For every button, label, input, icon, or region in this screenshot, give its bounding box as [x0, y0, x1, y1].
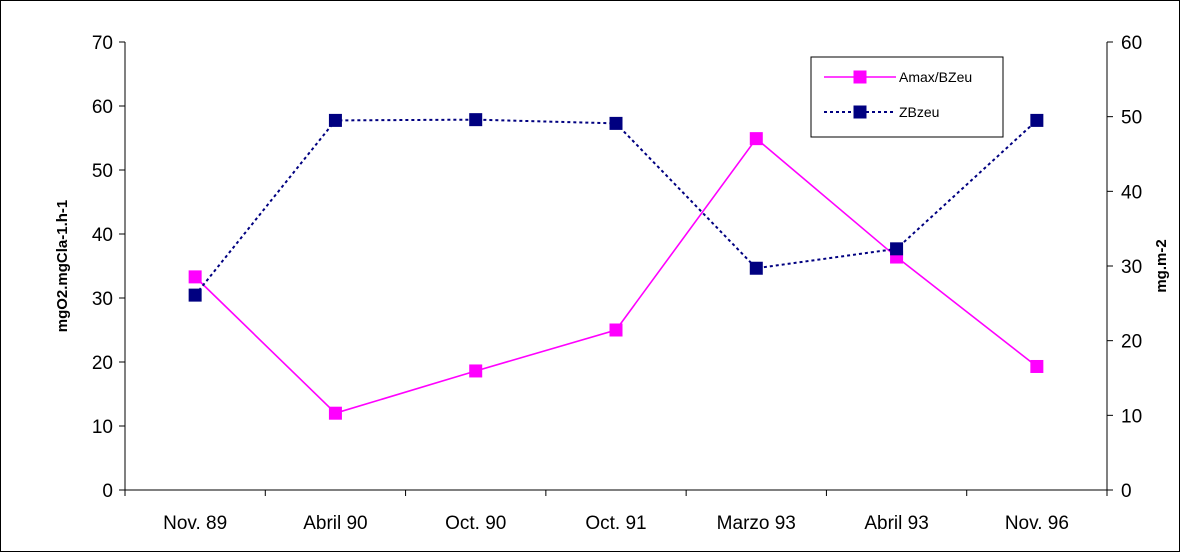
y-right-tick-label: 10 — [1121, 406, 1142, 427]
legend-marker-1 — [853, 70, 867, 84]
legend-box — [810, 56, 1004, 138]
data-point-series-2 — [890, 242, 904, 256]
y-axis-right-title: mg.m-2 — [1153, 239, 1170, 292]
y-left-tick-label: 20 — [92, 353, 113, 374]
x-tick-label: Oct. 91 — [585, 513, 646, 534]
data-point-series-2 — [609, 116, 623, 130]
data-point-series-1 — [609, 323, 623, 337]
y-right-tick-label: 30 — [1121, 257, 1142, 278]
x-tick-label: Marzo 93 — [717, 513, 796, 534]
data-point-series-1 — [469, 364, 483, 378]
data-point-series-1 — [328, 406, 342, 420]
series-line-1 — [194, 137, 1038, 415]
y-left-tick-label: 50 — [92, 161, 113, 182]
data-point-series-1 — [749, 132, 763, 146]
y-left-tick-label: 0 — [102, 481, 113, 502]
x-tick-label: Nov. 96 — [1005, 513, 1069, 534]
y-left-tick-label: 10 — [92, 417, 113, 438]
y-left-tick-label: 60 — [92, 97, 113, 118]
data-point-series-2 — [1030, 113, 1044, 127]
data-point-series-2 — [188, 288, 202, 302]
data-point-series-2 — [749, 261, 763, 275]
y-left-tick-label: 30 — [92, 289, 113, 310]
y-right-tick-label: 50 — [1121, 108, 1142, 129]
y-right-tick-label: 20 — [1121, 332, 1142, 353]
legend-marker-2 — [853, 105, 867, 119]
y-left-tick-label: 70 — [92, 33, 113, 54]
data-point-series-2 — [328, 113, 342, 127]
data-point-series-2 — [469, 113, 483, 127]
legend-label-1: Amax/BZeu — [899, 69, 972, 85]
y-right-tick-label: 60 — [1121, 33, 1142, 54]
y-axis-left-title: mgO2.mgCla-1.h-1 — [54, 200, 71, 333]
x-tick-label: Nov. 89 — [163, 513, 227, 534]
y-right-tick-label: 0 — [1121, 481, 1132, 502]
x-tick-label: Abril 90 — [303, 513, 367, 534]
x-tick-label: Oct. 90 — [445, 513, 506, 534]
x-tick-label: Abril 93 — [864, 513, 928, 534]
data-point-series-1 — [188, 270, 202, 284]
legend: Amax/BZeu ZBzeu — [810, 56, 1004, 138]
y-left-tick-label: 40 — [92, 225, 113, 246]
y-right-tick-label: 40 — [1121, 182, 1142, 203]
legend-label-2: ZBzeu — [899, 104, 939, 120]
data-point-series-1 — [1030, 359, 1044, 373]
